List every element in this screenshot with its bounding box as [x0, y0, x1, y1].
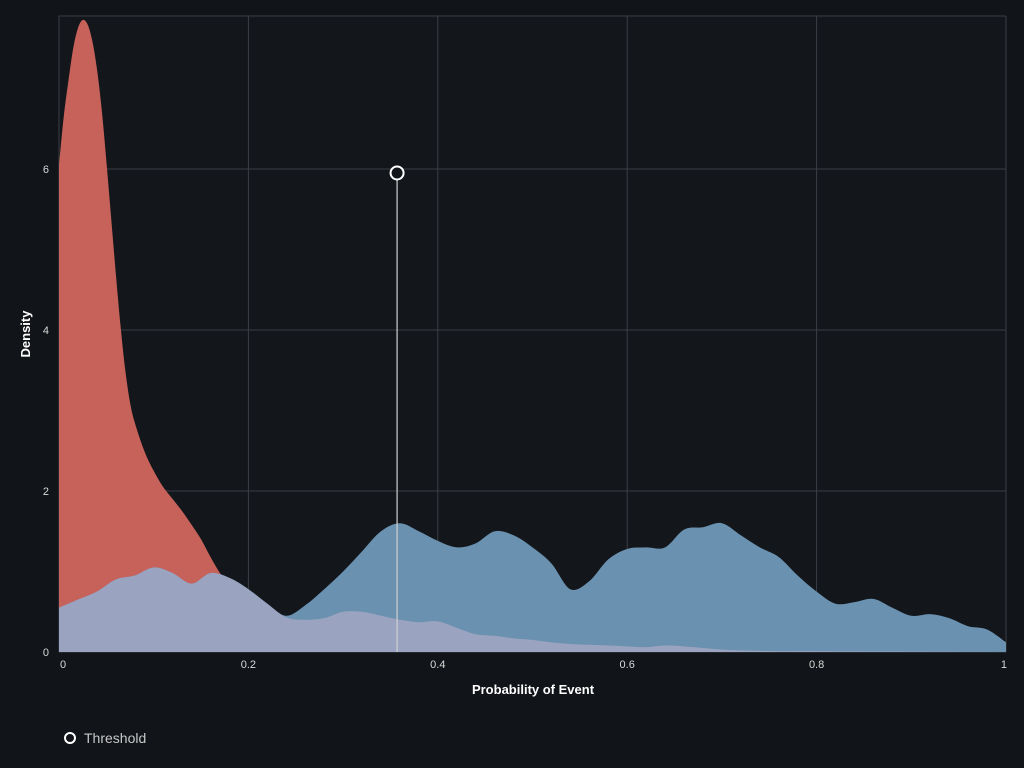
y-tick-label-0: 0	[43, 647, 49, 659]
x-tick-label-2: 0.4	[430, 659, 445, 671]
x-axis-ticks: 0 0.2 0.4 0.6 0.8 1	[60, 659, 1007, 671]
density-areas	[59, 19, 1006, 652]
x-tick-label-3: 0.6	[620, 659, 635, 671]
threshold-legend-label: Threshold	[84, 730, 147, 746]
y-axis-ticks: 0 2 4 6	[43, 164, 49, 659]
x-tick-label-1: 0.2	[241, 659, 256, 671]
threshold-marker	[389, 165, 405, 652]
y-tick-label-3: 6	[43, 164, 49, 176]
threshold-point[interactable]	[389, 165, 405, 181]
plot-background	[59, 16, 1006, 652]
legend: Threshold	[64, 730, 146, 746]
y-tick-label-1: 2	[43, 486, 49, 498]
threshold-legend-marker	[64, 732, 76, 744]
y-tick-label-2: 4	[43, 325, 49, 337]
x-axis-title: Probability of Event	[472, 682, 595, 697]
x-tick-label-4: 0.8	[809, 659, 824, 671]
x-tick-label-5: 1	[1001, 659, 1007, 671]
y-axis-title: Density	[18, 310, 33, 358]
density-area-2	[59, 567, 1006, 652]
x-tick-label-0: 0	[60, 659, 66, 671]
grid	[58, 15, 1007, 653]
